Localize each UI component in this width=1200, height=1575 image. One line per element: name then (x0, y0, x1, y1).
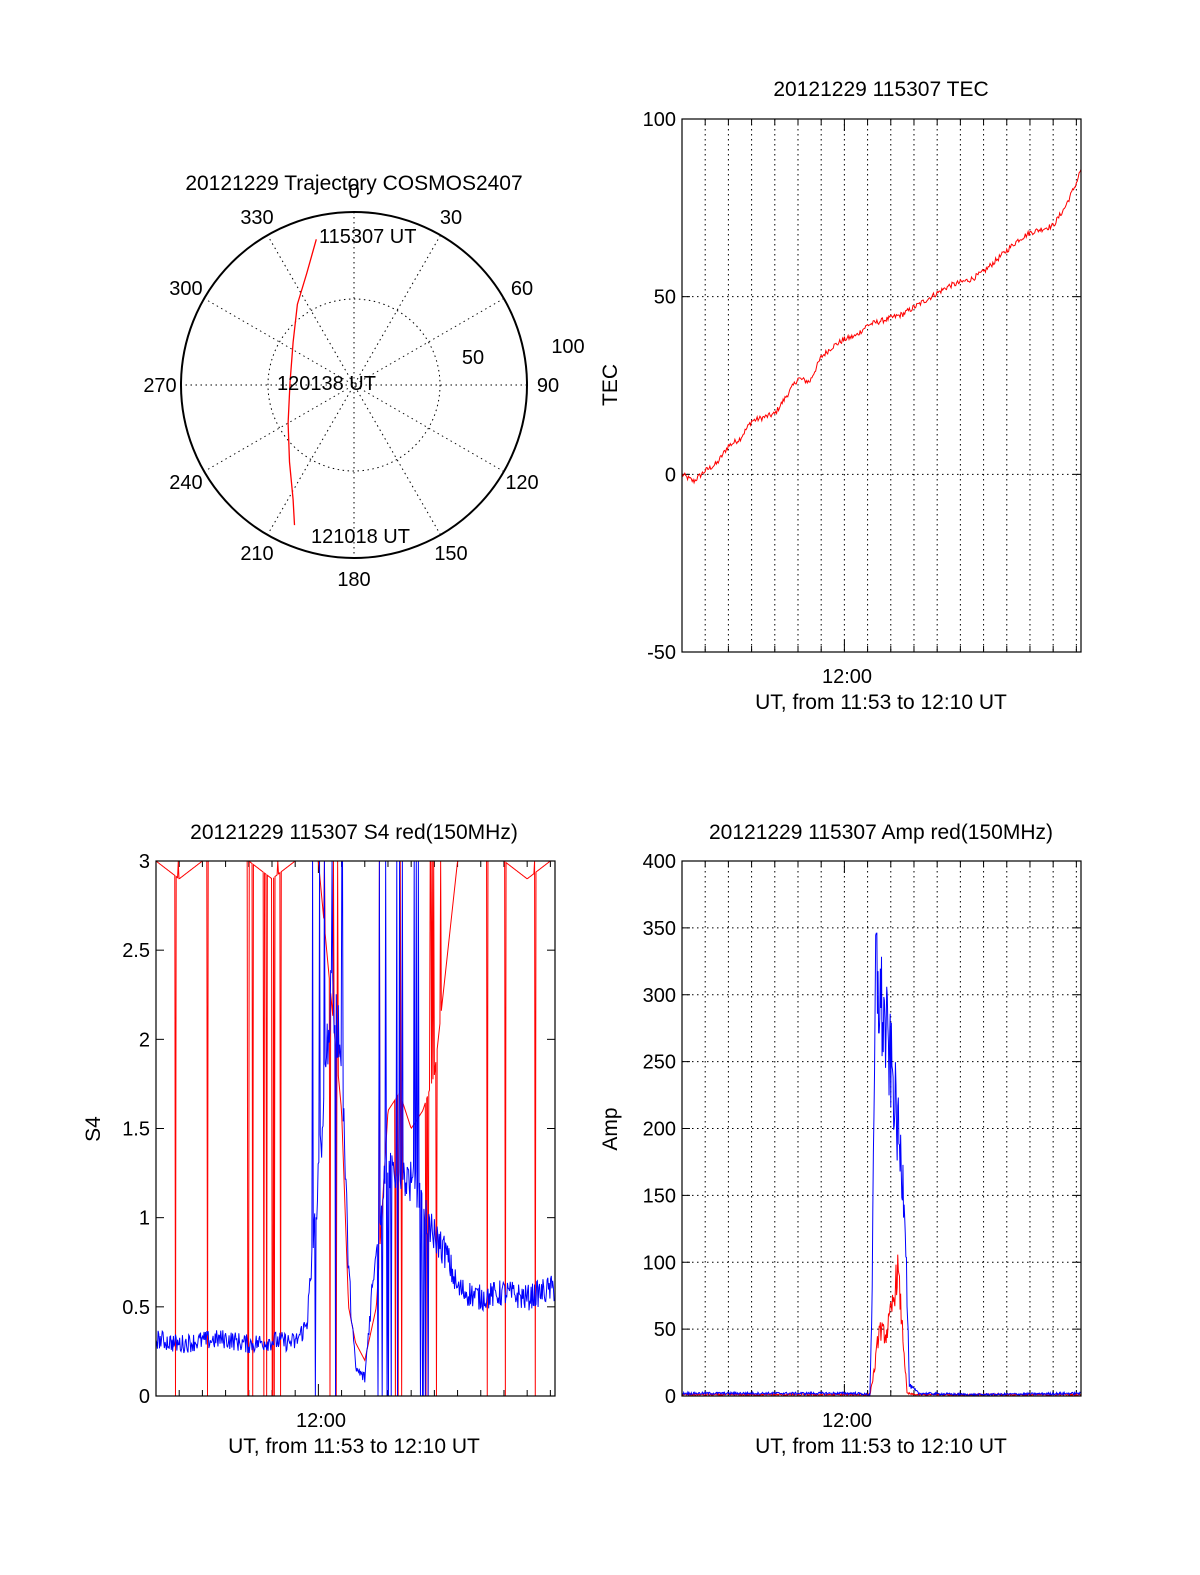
y-tick-label: 50 (654, 287, 676, 309)
radial-label-100: 100 (551, 336, 584, 358)
azimuth-label-300: 300 (169, 278, 202, 300)
trajectory-polar-plot: 20121229 Trajectory COSMOS2407 0 30 60 90 12… (143, 172, 584, 591)
amp-plot: 20121229 115307 Amp red(150MHz) 0 50 100 15… (599, 821, 1082, 1458)
s4-plot: 20121229 115307 S4 red(150MHz) 0 0.5 1 1.5 2… (82, 821, 556, 1458)
y-tick-label: 150 (643, 1185, 676, 1207)
tec-x-axis-label: UT, from 11:53 to 12:10 UT (755, 691, 1007, 714)
azimuth-label-60: 60 (511, 278, 533, 300)
y-tick-label: 3 (139, 851, 150, 873)
amp-series-group (681, 932, 1082, 1397)
amp-title: 20121229 115307 Amp red(150MHz) (709, 821, 1053, 844)
amp-grid (682, 860, 1081, 1397)
azimuth-label-90: 90 (537, 375, 559, 397)
s4-plot-frame (155, 860, 556, 1397)
tec-title: 20121229 115307 TEC (773, 78, 988, 101)
y-tick-label: 250 (643, 1052, 676, 1074)
s4-grid (156, 860, 555, 1397)
series-line-0 (155, 860, 555, 1397)
tec-plot: 20121229 115307 TEC -50 0 50 100 12:00 UT, … (599, 78, 1082, 714)
amp-y-axis-label: Amp (599, 1107, 622, 1150)
tec-y-tick-labels: -50 0 50 100 (643, 109, 676, 664)
tec-plot-frame (681, 118, 1082, 653)
y-tick-label: 200 (643, 1119, 676, 1141)
annotation-mid-time: 120138 UT (277, 373, 376, 395)
y-tick-label: 2.5 (122, 940, 150, 962)
azimuth-label-30: 30 (440, 207, 462, 229)
y-tick-label: 100 (643, 1252, 676, 1274)
amp-plot-frame (681, 860, 1082, 1397)
amp-x-axis-label: UT, from 11:53 to 12:10 UT (755, 1435, 1007, 1458)
y-tick-label: 0 (665, 464, 676, 486)
series-line-0 (681, 1254, 1082, 1397)
y-tick-label: 350 (643, 918, 676, 940)
azimuth-label-180: 180 (337, 569, 370, 591)
y-tick-label: 0.5 (122, 1297, 150, 1319)
y-tick-label: 50 (654, 1319, 676, 1341)
azimuth-label-150: 150 (434, 543, 467, 565)
tec-grid (682, 118, 1081, 653)
y-tick-label: 1 (139, 1208, 150, 1230)
radial-label-50: 50 (462, 347, 484, 369)
azimuth-label-210: 210 (240, 543, 273, 565)
series-line-0 (681, 169, 1082, 485)
annotation-end-time: 121018 UT (311, 526, 410, 548)
y-tick-label: 400 (643, 851, 676, 873)
tec-series-group (681, 169, 1082, 485)
s4-x-axis-label: UT, from 11:53 to 12:10 UT (228, 1435, 480, 1458)
y-tick-label: 300 (643, 985, 676, 1007)
y-tick-label: 2 (139, 1029, 150, 1051)
annotation-start-time: 115307 UT (319, 226, 416, 248)
s4-y-tick-labels: 0 0.5 1 1.5 2 2.5 3 (122, 851, 150, 1408)
azimuth-label-240: 240 (169, 472, 202, 494)
trajectory-line (287, 239, 317, 526)
s4-x-tick-label: 12:00 (296, 1410, 346, 1432)
polar-title: 20121229 Trajectory COSMOS2407 (185, 172, 522, 195)
azimuth-label-0: 0 (348, 181, 359, 203)
polar-azimuth-labels: 0 30 60 90 120 150 180 210 240 270 300 330 (143, 181, 559, 591)
tec-y-axis-label: TEC (599, 364, 622, 406)
y-tick-label: 100 (643, 109, 676, 131)
s4-y-axis-label: S4 (82, 1116, 105, 1142)
y-tick-label: -50 (647, 642, 676, 664)
azimuth-label-270: 270 (143, 375, 176, 397)
series-line-1 (681, 932, 1082, 1397)
azimuth-label-120: 120 (505, 472, 538, 494)
radial-grid-circle-50 (267, 298, 441, 472)
tec-x-tick-label: 12:00 (822, 666, 872, 688)
y-tick-label: 0 (139, 1386, 150, 1408)
s4-series-group (155, 860, 555, 1397)
amp-y-tick-labels: 0 50 100 150 200 250 300 350 400 (643, 851, 676, 1408)
amp-x-tick-label: 12:00 (822, 1410, 872, 1432)
s4-title: 20121229 115307 S4 red(150MHz) (190, 821, 518, 844)
azimuth-label-330: 330 (240, 207, 273, 229)
y-tick-label: 0 (665, 1386, 676, 1408)
y-tick-label: 1.5 (122, 1119, 150, 1141)
series-line-1 (155, 860, 555, 1397)
